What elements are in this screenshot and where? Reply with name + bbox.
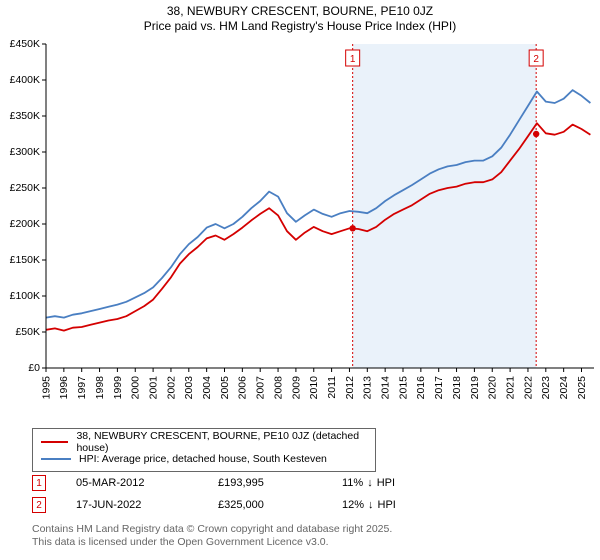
svg-text:£100K: £100K [10,290,40,302]
marker-hpi: 11% ↓ HPI [342,477,482,489]
svg-text:2025: 2025 [576,376,588,400]
svg-text:£350K: £350K [10,110,40,122]
svg-text:2013: 2013 [362,376,374,400]
svg-text:£400K: £400K [10,74,40,86]
chart-svg: £0 £50K £100K £150K £200K £250K £300K £350K £400… [0,38,600,418]
svg-text:2023: 2023 [540,376,552,400]
legend: 38, NEWBURY CRESCENT, BOURNE, PE10 0JZ (… [32,428,376,472]
svg-text:2004: 2004 [201,376,213,400]
svg-text:2011: 2011 [326,376,338,399]
svg-text:2005: 2005 [219,376,231,400]
svg-text:£50K: £50K [15,326,40,338]
marker-badge: 1 [32,475,46,491]
svg-text:2021: 2021 [504,376,516,400]
svg-text:2019: 2019 [469,376,481,400]
svg-text:2012: 2012 [344,376,356,400]
legend-row: 38, NEWBURY CRESCENT, BOURNE, PE10 0JZ (… [41,433,367,450]
svg-text:2015: 2015 [397,376,409,400]
legend-swatch [41,441,68,443]
svg-text:2010: 2010 [308,376,320,400]
chart-subtitle: Price paid vs. HM Land Registry's House … [0,18,600,37]
marker-badge: 2 [32,497,46,513]
svg-text:2007: 2007 [255,376,267,400]
svg-text:2024: 2024 [558,376,570,400]
svg-text:£150K: £150K [10,254,40,266]
svg-text:£0: £0 [28,362,40,374]
svg-text:2008: 2008 [272,376,284,400]
marker-table-row: 2 17-JUN-2022 £325,000 12% ↓ HPI [32,494,568,516]
marker-date: 17-JUN-2022 [76,499,218,511]
chart-plot-area: £0 £50K £100K £150K £200K £250K £300K £350K £400… [0,38,600,418]
marker-price: £193,995 [218,477,342,489]
svg-text:£250K: £250K [10,182,40,194]
legend-label: HPI: Average price, detached house, Sout… [79,453,327,465]
legend-swatch [41,458,71,460]
arrow-down-icon: ↓ [367,477,373,489]
svg-text:2002: 2002 [165,376,177,400]
svg-text:1995: 1995 [40,376,52,400]
legend-row: HPI: Average price, detached house, Sout… [41,450,367,467]
svg-text:2003: 2003 [183,376,195,400]
marker-hpi: 12% ↓ HPI [342,499,482,511]
svg-text:2: 2 [533,54,539,65]
svg-text:1996: 1996 [58,376,70,400]
svg-text:£300K: £300K [10,146,40,158]
footer: Contains HM Land Registry data © Crown c… [32,523,568,549]
marker-price: £325,000 [218,499,342,511]
svg-text:2001: 2001 [147,376,159,400]
svg-text:2017: 2017 [433,376,445,400]
legend-label: 38, NEWBURY CRESCENT, BOURNE, PE10 0JZ (… [76,430,367,454]
footer-line: Contains HM Land Registry data © Crown c… [32,523,568,536]
footer-line: This data is licensed under the Open Gov… [32,536,568,549]
svg-text:£450K: £450K [10,38,40,50]
svg-text:1998: 1998 [94,376,106,400]
svg-text:2000: 2000 [130,376,142,400]
svg-text:2009: 2009 [290,376,302,400]
marker-table: 1 05-MAR-2012 £193,995 11% ↓ HPI 2 17-JU… [32,472,568,516]
chart-container: 38, NEWBURY CRESCENT, BOURNE, PE10 0JZ P… [0,0,600,560]
svg-text:2016: 2016 [415,376,427,400]
svg-text:1999: 1999 [112,376,124,400]
svg-text:2018: 2018 [451,376,463,400]
svg-text:2022: 2022 [522,376,534,400]
svg-text:£200K: £200K [10,218,40,230]
chart-title: 38, NEWBURY CRESCENT, BOURNE, PE10 0JZ [0,0,600,18]
svg-text:1: 1 [350,54,356,65]
marker-table-row: 1 05-MAR-2012 £193,995 11% ↓ HPI [32,472,568,494]
svg-text:1997: 1997 [76,376,88,400]
arrow-down-icon: ↓ [368,499,374,511]
marker-date: 05-MAR-2012 [76,477,218,489]
svg-text:2020: 2020 [487,376,499,400]
svg-text:2014: 2014 [380,376,392,400]
svg-text:2006: 2006 [237,376,249,400]
